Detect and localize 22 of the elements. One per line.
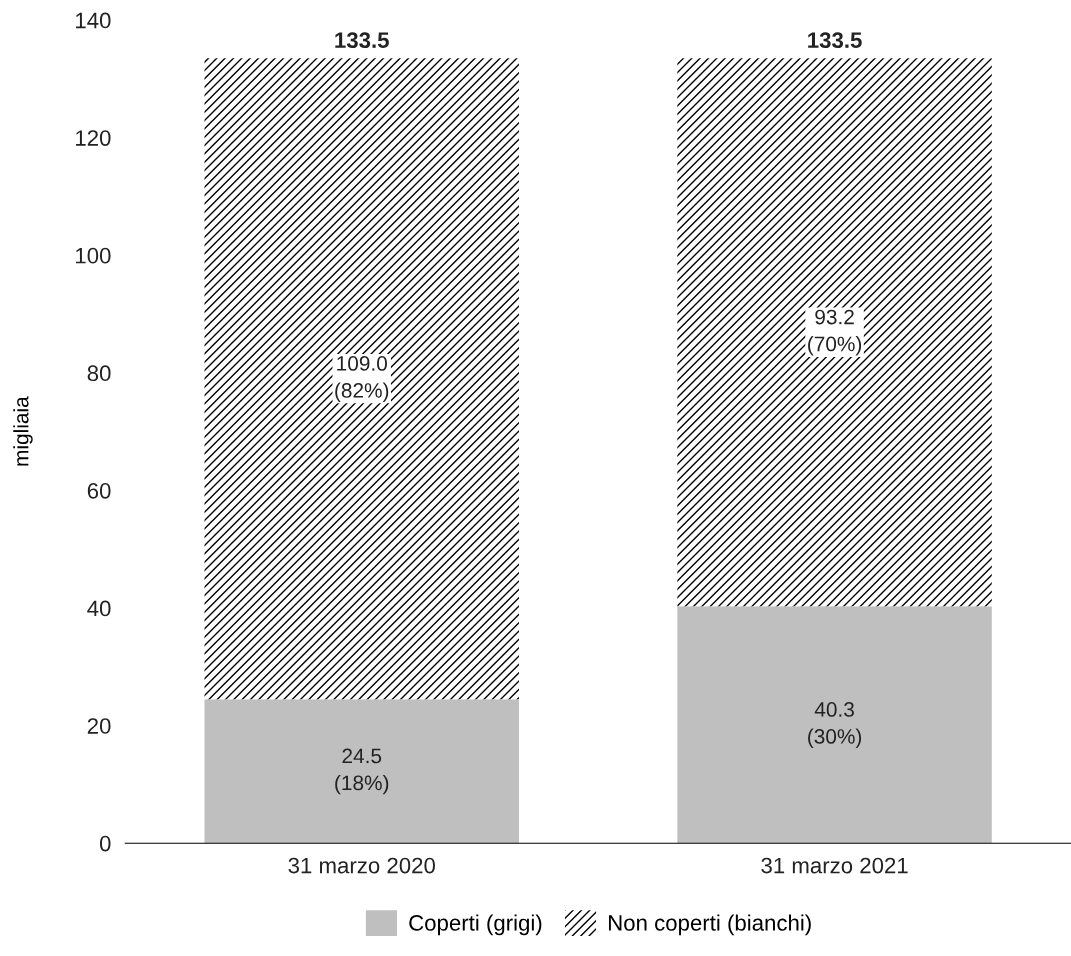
y-axis-title: migliaia [13, 396, 33, 466]
data-label: 93.2 (70%) [808, 309, 862, 356]
y-tick-label: 40 [87, 600, 111, 617]
data-label: 109.0 (82%) [335, 356, 389, 402]
y-tick-label: 120 [76, 130, 111, 146]
data-label: 24.5 (18%) [335, 748, 389, 795]
bar [204, 699, 519, 844]
bar [677, 58, 992, 607]
y-tick-label: 60 [87, 482, 111, 499]
y-tick-label: 80 [87, 365, 111, 382]
x-tick-label: 31 marzo 2021 [761, 857, 908, 874]
data-label: 40.3 (30%) [808, 702, 862, 748]
y-tick-label: 20 [87, 718, 111, 734]
total-label: 133.5 [335, 32, 389, 49]
legend-label: Non coperti (bianchi) [608, 914, 811, 936]
y-tick-label: 140 [76, 12, 111, 29]
x-tick-label: 31 marzo 2020 [288, 857, 435, 874]
total-label: 133.5 [808, 32, 862, 49]
bar [677, 606, 992, 844]
legend-label: Coperti (grigi) [409, 914, 542, 936]
y-tick-label: 0 [99, 835, 111, 852]
y-tick-label: 100 [76, 247, 111, 264]
